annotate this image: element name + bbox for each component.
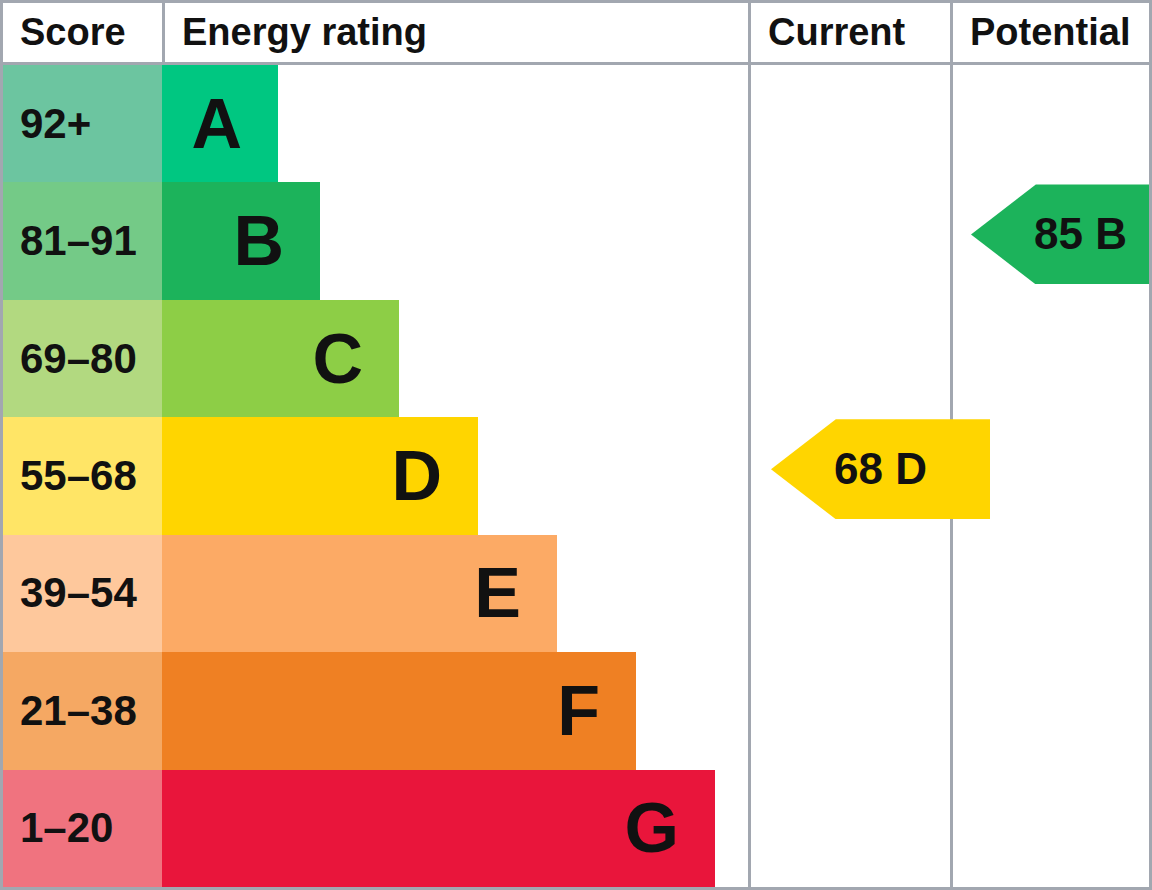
band-letter: G xyxy=(625,793,715,863)
column-header-potential: Potential xyxy=(953,3,1149,62)
column-header-energy-rating: Energy rating xyxy=(165,3,748,62)
band-letter: C xyxy=(312,324,399,394)
energy-band-bar: C xyxy=(162,300,399,417)
band-row: 81–91 B xyxy=(3,182,1149,299)
energy-band-bar: G xyxy=(162,770,715,887)
score-range-cell: 92+ xyxy=(3,65,162,182)
band-row: 1–20 G xyxy=(3,770,1149,887)
header-row: Score Energy rating Current Potential xyxy=(3,3,1149,65)
band-letter: B xyxy=(233,206,320,276)
column-header-current: Current xyxy=(751,3,950,62)
band-letter: F xyxy=(557,676,636,746)
band-letter: D xyxy=(391,441,478,511)
potential-rating-label: 85 B xyxy=(1034,209,1152,259)
column-header-score: Score xyxy=(3,3,162,62)
chart-body: 92+ A 81–91 B 69–80 C 55–68 D 39–54 E 21… xyxy=(3,65,1149,887)
score-range-cell: 1–20 xyxy=(3,770,162,887)
energy-band-bar: D xyxy=(162,417,478,534)
score-range-cell: 39–54 xyxy=(3,535,162,652)
energy-band-bar: B xyxy=(162,182,320,299)
epc-rating-chart: Score Energy rating Current Potential 92… xyxy=(0,0,1152,890)
current-rating-label: 68 D xyxy=(834,444,977,494)
band-letter: E xyxy=(474,558,557,628)
band-row: 21–38 F xyxy=(3,652,1149,769)
energy-band-bar: A xyxy=(162,65,278,182)
score-range-cell: 69–80 xyxy=(3,300,162,417)
band-row: 92+ A xyxy=(3,65,1149,182)
score-range-cell: 81–91 xyxy=(3,182,162,299)
band-row: 39–54 E xyxy=(3,535,1149,652)
score-range-cell: 21–38 xyxy=(3,652,162,769)
score-range-cell: 55–68 xyxy=(3,417,162,534)
current-column-divider xyxy=(748,65,751,887)
energy-band-bar: E xyxy=(162,535,557,652)
energy-band-bar: F xyxy=(162,652,636,769)
band-letter: A xyxy=(191,89,278,159)
band-row: 69–80 C xyxy=(3,300,1149,417)
